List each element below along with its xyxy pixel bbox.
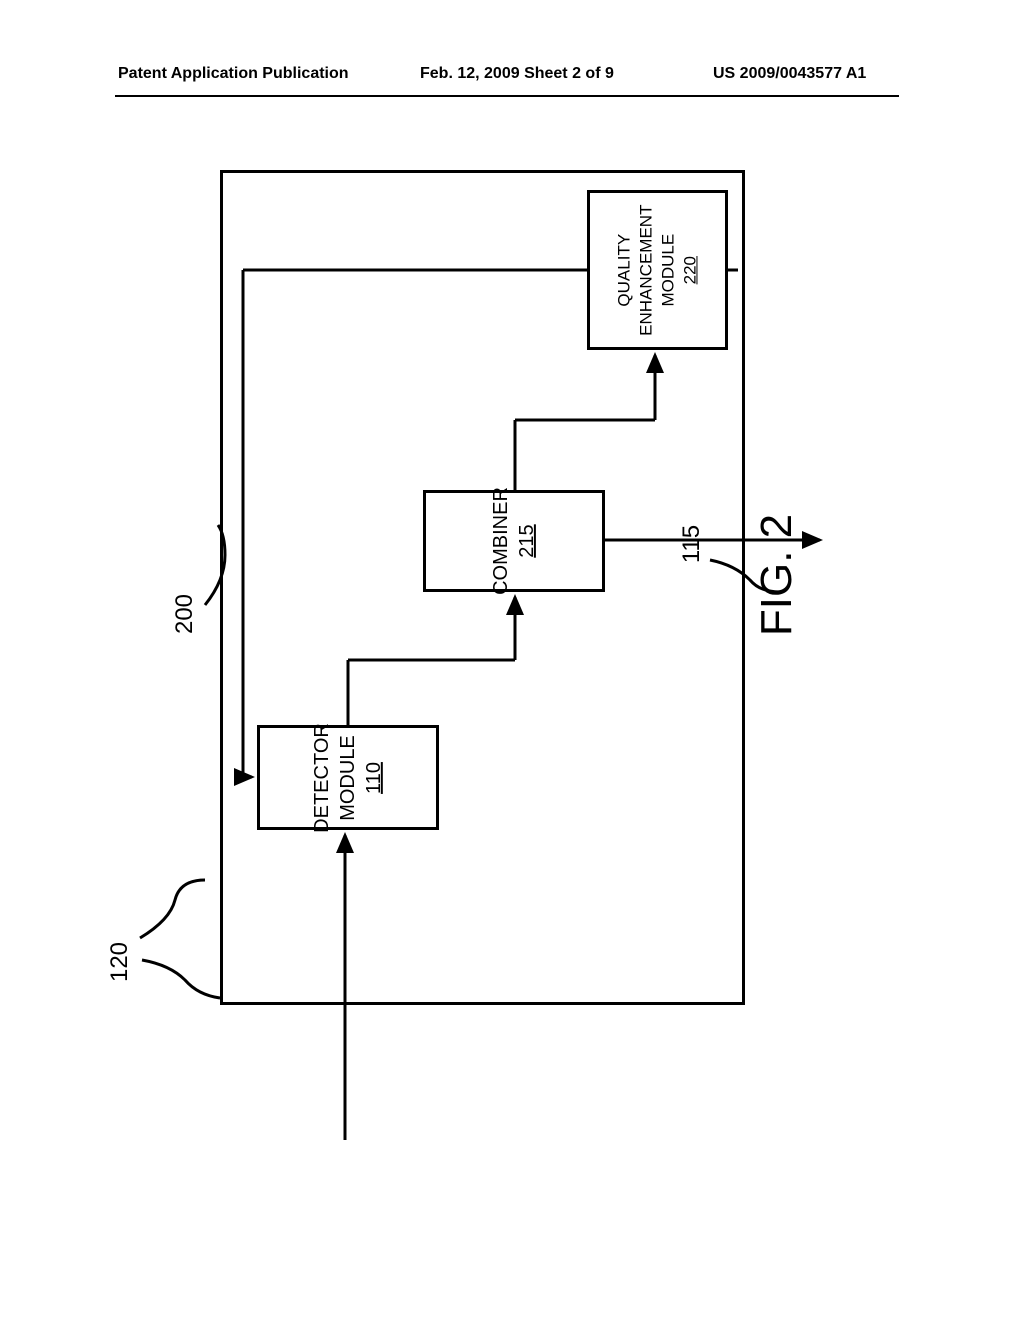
- quality-enhancement-box: QUALITY ENHANCEMENT MODULE 220: [587, 190, 728, 350]
- page-header: Patent Application Publication Feb. 12, …: [0, 65, 1024, 95]
- combiner-label: COMBINER 215: [488, 487, 540, 595]
- header-center: Feb. 12, 2009 Sheet 2 of 9: [420, 65, 614, 83]
- combiner-box: COMBINER 215: [423, 490, 605, 592]
- label-115: 115: [678, 525, 706, 563]
- detector-module-label: DETECTOR MODULE 110: [309, 723, 387, 833]
- header-rule: [115, 95, 899, 97]
- label-120: 120: [106, 942, 134, 982]
- header-left: Patent Application Publication: [118, 65, 349, 83]
- label-200: 200: [171, 594, 199, 634]
- leader-120: [140, 880, 205, 938]
- figure-label: FIG. 2: [752, 514, 802, 636]
- detector-module-box: DETECTOR MODULE 110: [257, 725, 439, 830]
- quality-enhancement-label: QUALITY ENHANCEMENT MODULE 220: [613, 204, 701, 335]
- header-right: US 2009/0043577 A1: [713, 65, 866, 83]
- leader-120-curve: [142, 960, 220, 998]
- diagram: DETECTOR MODULE 110 COMBINER 215 QUALITY…: [130, 160, 870, 1210]
